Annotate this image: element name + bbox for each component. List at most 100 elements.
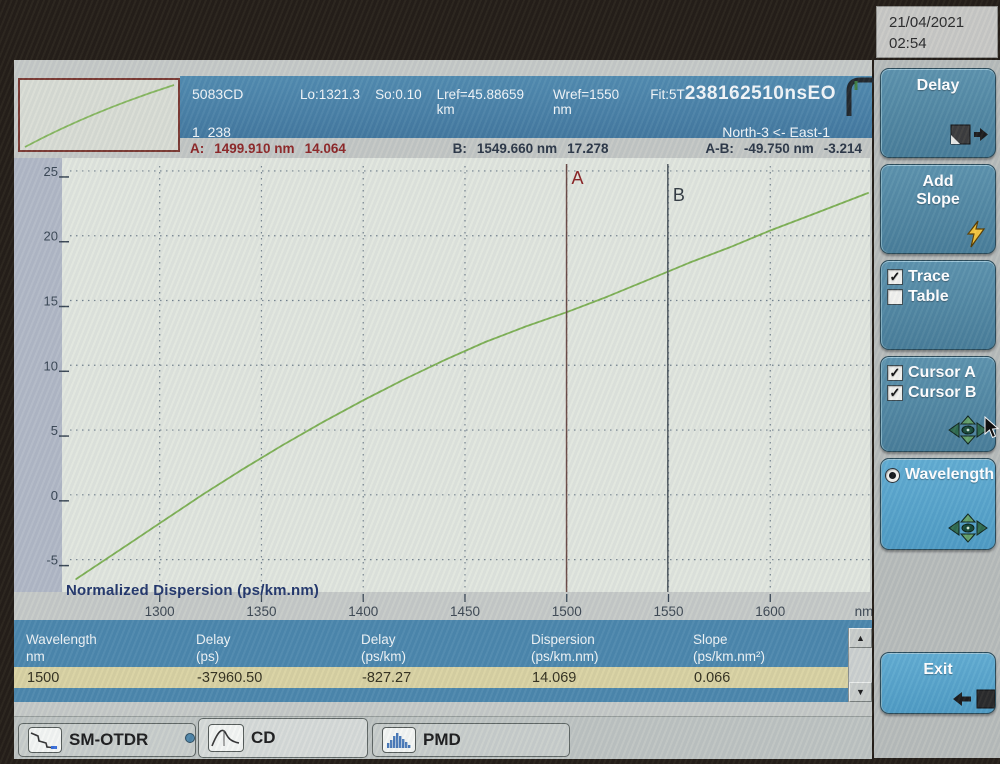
cursor-a-option-label: Cursor A xyxy=(908,364,976,381)
nav-pad-icon xyxy=(948,513,988,543)
dispersion-chart[interactable]: 25 20 15 10 5 0 -5 1300 1350 1400 1450 1500 1550 1600… xyxy=(14,158,873,620)
datetime-display: 21/04/2021 02:54 xyxy=(876,6,998,58)
delay-button-label: Delay xyxy=(916,77,960,94)
trace-marker-icon xyxy=(846,77,874,116)
wavelength-radio[interactable] xyxy=(885,467,900,483)
exit-button-label: Exit xyxy=(923,661,953,678)
nav-pad-icon xyxy=(948,415,988,445)
tab-sm-otdr[interactable]: SM-OTDR xyxy=(18,723,196,757)
table-header-row: Wavelength nm Delay (ps) Delay (ps/km) Disp… xyxy=(14,628,848,665)
cursor-ab-value: -3.214 xyxy=(823,140,862,156)
cursor-b-readout: B: 1549.660 nm 17.278 xyxy=(453,141,706,156)
x-tick-label: 1350 xyxy=(246,604,276,619)
cursor-a-value: 14.064 xyxy=(304,140,346,156)
cursor-ab-label: A-B: xyxy=(705,140,734,156)
mouse-cursor xyxy=(984,416,1000,439)
trace-table-button[interactable]: ✓ Trace Table xyxy=(880,260,996,350)
plot-area[interactable] xyxy=(62,158,870,592)
measurement-id: 238162510nsEO xyxy=(684,83,836,104)
cursor-b-label: B: xyxy=(452,140,467,156)
delay-button[interactable]: Delay xyxy=(880,68,996,158)
table-row-selected[interactable]: 1500 -37960.50 -827.27 14.069 0.066 xyxy=(14,667,848,688)
wavelength-option-label: Wavelength xyxy=(905,466,995,483)
page-back-icon xyxy=(953,689,995,709)
y-tick-label: 25 xyxy=(44,164,58,179)
col-delay-pskm: Delay xyxy=(361,632,396,647)
scroll-down-button[interactable]: ▼ xyxy=(849,682,872,702)
y-tick-label: 0 xyxy=(51,488,58,503)
wavelength-button[interactable]: Wavelength xyxy=(880,458,996,550)
table-option-label: Table xyxy=(908,288,949,305)
tab-bar: SM-OTDR CD PMD xyxy=(14,716,872,759)
tab-pmd-label: PMD xyxy=(423,730,461,749)
x-tick-label: 1450 xyxy=(450,604,480,619)
col-dispersion-unit: (ps/km.nm) xyxy=(531,649,599,664)
tab-cd-label: CD xyxy=(251,728,276,747)
cursor-a-wavelength: 1499.910 nm xyxy=(214,140,295,156)
slope-zero-value: So:0.10 xyxy=(375,87,422,102)
date-text: 21/04/2021 xyxy=(889,14,965,31)
col-wavelength: Wavelength xyxy=(26,632,97,647)
page-next-icon xyxy=(950,124,988,145)
x-tick-label: 1550 xyxy=(653,604,683,619)
tab-active-led xyxy=(185,733,195,743)
length-ref-value: Lref=45.88659 km xyxy=(436,87,525,117)
header-bar: 5083CD Lo:1321.3 So:0.10 Lref=45.88659 k… xyxy=(180,76,874,140)
time-text: 02:54 xyxy=(889,35,927,52)
cursor-b-value: 17.278 xyxy=(567,140,609,156)
col-delay-pskm-unit: (ps/km) xyxy=(361,649,406,664)
thumbnail-curve xyxy=(24,84,175,148)
cursor-a-flag: A xyxy=(572,168,584,188)
scroll-up-button[interactable]: ▲ xyxy=(849,628,872,648)
cell-delay-pskm: -827.27 xyxy=(362,669,412,686)
add-slope-label-1: Add xyxy=(922,173,954,190)
cell-dispersion: 14.069 xyxy=(532,669,577,686)
x-tick-label: 1500 xyxy=(552,604,582,619)
tab-sm-otdr-label: SM-OTDR xyxy=(69,730,149,749)
table-checkbox[interactable] xyxy=(887,289,903,305)
x-axis-unit: nm xyxy=(855,604,872,619)
tab-cd[interactable]: CD xyxy=(185,718,368,758)
cursor-b-flag: B xyxy=(673,185,685,205)
col-delay-ps-unit: (ps) xyxy=(196,649,220,664)
trace-option-label: Trace xyxy=(908,268,950,285)
y-tick-label: 10 xyxy=(44,358,58,373)
file-id: 5083CD xyxy=(192,86,244,102)
table-separator xyxy=(14,620,872,628)
cursor-readout-strip: A: 1499.910 nm 14.064 B: 1549.660 nm 17.… xyxy=(180,138,872,158)
cell-delay-ps: -37960.50 xyxy=(197,669,263,686)
cursor-b-checkbox[interactable]: ✓ xyxy=(887,385,903,401)
table-scrollbar[interactable]: ▲ ▼ xyxy=(848,628,872,702)
col-delay-ps: Delay xyxy=(196,632,231,647)
normalized-dispersion-curve xyxy=(75,192,869,580)
col-slope-unit: (ps/km.nm²) xyxy=(693,649,765,664)
cursor-b-option-label: Cursor B xyxy=(908,384,977,401)
cursor-a-readout: A: 1499.910 nm 14.064 xyxy=(190,141,453,156)
exit-button[interactable]: Exit xyxy=(880,652,996,714)
fit-type-value: Fit:5T xyxy=(650,87,685,102)
fit-params: Lo:1321.3 So:0.10 Lref=45.88659 km Wref=… xyxy=(300,87,685,117)
cd-curve-icon xyxy=(208,724,244,752)
trace-checkbox[interactable]: ✓ xyxy=(887,269,903,285)
y-tick-label: -5 xyxy=(46,553,58,568)
cursor-ab-wavelength: -49.750 nm xyxy=(743,140,814,156)
y-tick-label: 20 xyxy=(44,229,58,244)
col-slope: Slope xyxy=(693,632,728,647)
x-tick-label: 1300 xyxy=(145,604,175,619)
x-tick-label: 1600 xyxy=(755,604,785,619)
cell-wavelength: 1500 xyxy=(27,669,60,686)
cursor-select-button[interactable]: ✓ Cursor A ✓ Cursor B xyxy=(880,356,996,452)
route-label: North-3 <- East-1 xyxy=(722,124,830,140)
add-slope-button[interactable]: Add Slope xyxy=(880,164,996,254)
tab-pmd[interactable]: PMD xyxy=(372,723,570,757)
cursor-a-label: A: xyxy=(190,140,205,156)
results-table: Wavelength nm Delay (ps) Delay (ps/km) Disp… xyxy=(14,628,872,702)
cursor-a-checkbox[interactable]: ✓ xyxy=(887,365,903,381)
cursor-ab-readout: A-B: -49.750 nm -3.214 xyxy=(705,141,862,156)
trace-preview-thumbnail xyxy=(18,78,180,152)
pmd-histogram-icon xyxy=(382,727,416,753)
x-tick-label: 1400 xyxy=(348,604,378,619)
y-tick-label: 15 xyxy=(44,294,58,309)
chart-canvas[interactable]: 25 20 15 10 5 0 -5 1300 1350 1400 1450 1500 1550 1600… xyxy=(14,158,873,620)
chart-title: Normalized Dispersion (ps/km.nm) xyxy=(66,582,320,599)
